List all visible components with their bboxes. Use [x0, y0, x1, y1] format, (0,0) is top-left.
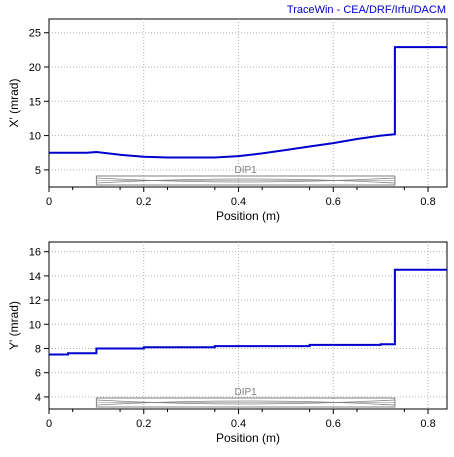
y-tick-label: 10 — [29, 131, 41, 143]
element-label: DIP1 — [235, 165, 258, 176]
series-line — [49, 268, 447, 356]
credit-text: TraceWin - CEA/DRF/Irfu/DACM — [286, 4, 446, 16]
x-tick-label: 0.4 — [231, 196, 246, 208]
y-tick-label: 14 — [29, 271, 41, 283]
y-tick-label: 10 — [29, 319, 41, 331]
element-arc — [96, 399, 395, 405]
x-prime-chart: 0 0.2 0.4 0.6 0.8 5 10 15 20 25 Position (m) X' (mr… — [7, 18, 448, 223]
y-tick-label: 6 — [35, 368, 41, 380]
x-tick-label: 0.2 — [136, 196, 151, 208]
x-tick-label: 0.2 — [136, 418, 151, 430]
x-tick-label: 0.6 — [326, 418, 341, 430]
y-tick-label: 5 — [35, 165, 41, 177]
plot-frame — [48, 241, 448, 410]
element-arc — [96, 400, 395, 406]
x-axis-label: Position (m) — [216, 209, 280, 223]
y-axis-label: X' (mrad) — [7, 79, 21, 128]
x-tick-label: 0.8 — [420, 196, 435, 208]
y-tick-label: 20 — [29, 62, 41, 74]
x-tick-label: 0.6 — [326, 196, 341, 208]
y-tick-label: 4 — [35, 392, 41, 404]
element-label: DIP1 — [235, 387, 258, 398]
element-arc — [96, 178, 395, 184]
x-tick-label: 0.8 — [420, 418, 435, 430]
y-tick-label: 12 — [29, 295, 41, 307]
y-tick-label: 16 — [29, 247, 41, 259]
x-tick-label: 0 — [46, 196, 52, 208]
y-tick-label: 8 — [35, 343, 41, 355]
y-axis-label: Y' (mrad) — [7, 301, 21, 350]
series-line — [49, 46, 447, 159]
plot-frame — [48, 18, 448, 188]
y-tick-label: 15 — [29, 96, 41, 108]
element-arc — [96, 177, 395, 183]
x-tick-label: 0.4 — [231, 418, 246, 430]
x-axis-label: Position (m) — [216, 431, 280, 445]
y-tick-label: 25 — [29, 28, 41, 40]
x-tick-label: 0 — [46, 418, 52, 430]
